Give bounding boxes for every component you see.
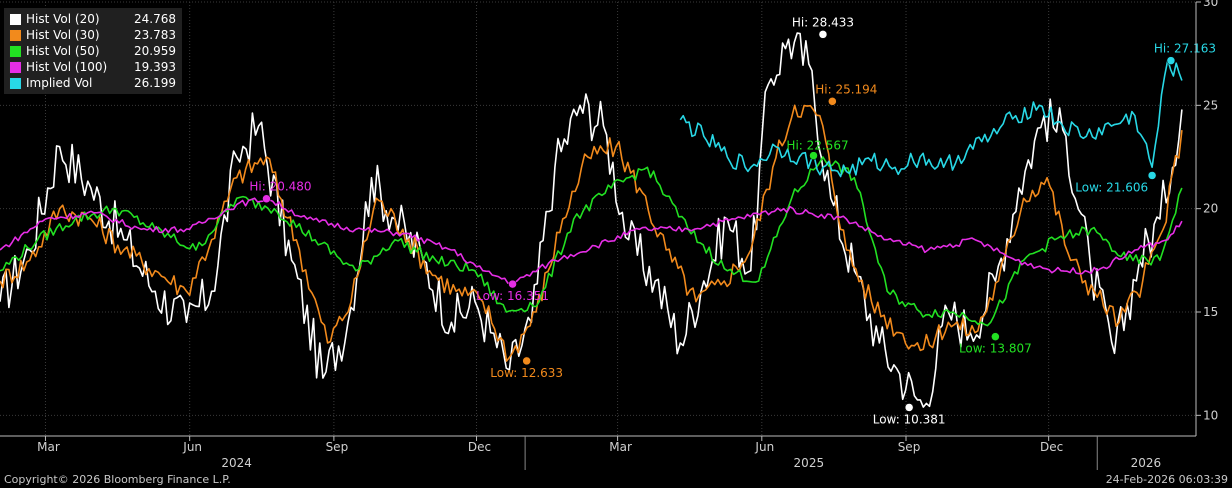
legend: Hist Vol (20) 24.768 Hist Vol (30) 23.78… [4, 8, 182, 94]
annotation-marker [1166, 56, 1176, 65]
annotation-marker [991, 332, 1000, 341]
legend-label: Hist Vol (50) [26, 44, 100, 58]
legend-value: 24.768 [134, 12, 176, 26]
legend-swatch [9, 60, 22, 74]
x-tick-label: Dec [468, 440, 491, 454]
y-tick-label: 30 [1203, 0, 1218, 9]
y-tick-label: 20 [1203, 202, 1218, 216]
volatility-chart: Hi: 28.433 Hi: 25.194 Hi: 22.567 Hi: 20.480… [0, 0, 1218, 470]
grid-lines [0, 1, 1196, 436]
annotation-marker [828, 97, 837, 106]
y-tick-label: 25 [1203, 98, 1218, 112]
y-tick-label: 10 [1203, 408, 1218, 422]
year-label: 2025 [794, 456, 825, 470]
annotations: Hi: 28.433 Hi: 25.194 Hi: 22.567 Hi: 20.480… [249, 15, 1216, 426]
x-tick-label: Jun [754, 440, 774, 454]
annotation-label: Low: 12.633 [490, 366, 563, 380]
legend-value: 23.783 [134, 28, 176, 42]
annotation-marker [508, 279, 517, 289]
series-line-hist-vol-30 [0, 104, 1183, 362]
series-line-implied-vol [679, 59, 1183, 178]
legend-swatch [9, 28, 22, 42]
x-tick-label: Mar [37, 440, 60, 454]
year-label: 2026 [1131, 456, 1162, 470]
legend-item-hist-vol-50: Hist Vol (50) 20.959 [9, 43, 176, 59]
x-tick-label: Sep [898, 440, 921, 454]
legend-value: 19.393 [134, 60, 176, 74]
annotation-label: Hi: 27.163 [1154, 42, 1216, 56]
legend-value: 20.959 [134, 44, 176, 58]
legend-swatch [9, 12, 22, 26]
series-lines [0, 32, 1183, 408]
series-line-hist-vol-100 [0, 197, 1183, 285]
annotation-label: Low: 21.606 [1075, 180, 1148, 194]
annotation-marker [262, 194, 271, 203]
series-line-hist-vol-50 [0, 156, 1183, 327]
legend-label: Implied Vol [26, 76, 93, 90]
x-tick-label: Dec [1040, 440, 1063, 454]
x-tick-label: Jun [182, 440, 202, 454]
annotation-marker [1147, 171, 1157, 180]
legend-item-hist-vol-100: Hist Vol (100) 19.393 [9, 59, 176, 75]
annotation-label: Hi: 28.433 [792, 15, 854, 29]
copyright-text: Copyright© 2026 Bloomberg Finance L.P. [4, 473, 231, 486]
annotation-label: Hi: 20.480 [249, 180, 311, 194]
legend-value: 26.199 [134, 76, 176, 90]
y-tick-label: 15 [1203, 305, 1218, 319]
x-tick-label: Sep [326, 440, 349, 454]
x-tick-label: Mar [609, 440, 632, 454]
legend-label: Hist Vol (20) [26, 12, 100, 26]
legend-label: Hist Vol (30) [26, 28, 100, 42]
annotation-marker [522, 356, 531, 366]
annotation-marker [809, 151, 818, 160]
footer: Copyright© 2026 Bloomberg Finance L.P. 2… [0, 470, 1232, 488]
legend-swatch [9, 76, 22, 90]
annotation-marker [904, 403, 914, 412]
annotation-marker [818, 30, 828, 39]
annotation-label: Hi: 22.567 [786, 139, 848, 153]
legend-item-hist-vol-20: Hist Vol (20) 24.768 [9, 11, 176, 27]
annotation-label: Low: 10.381 [873, 412, 946, 426]
legend-item-implied-vol: Implied Vol 26.199 [9, 75, 176, 91]
annotation-label: Hi: 25.194 [815, 82, 877, 96]
annotation-label: Low: 16.351 [476, 289, 549, 303]
legend-item-hist-vol-30: Hist Vol (30) 23.783 [9, 27, 176, 43]
legend-swatch [9, 44, 22, 58]
year-label: 2024 [221, 456, 252, 470]
annotation-label: Low: 13.807 [959, 342, 1032, 356]
timestamp-text: 24-Feb-2026 06:03:39 [1105, 473, 1228, 486]
legend-label: Hist Vol (100) [26, 60, 108, 74]
